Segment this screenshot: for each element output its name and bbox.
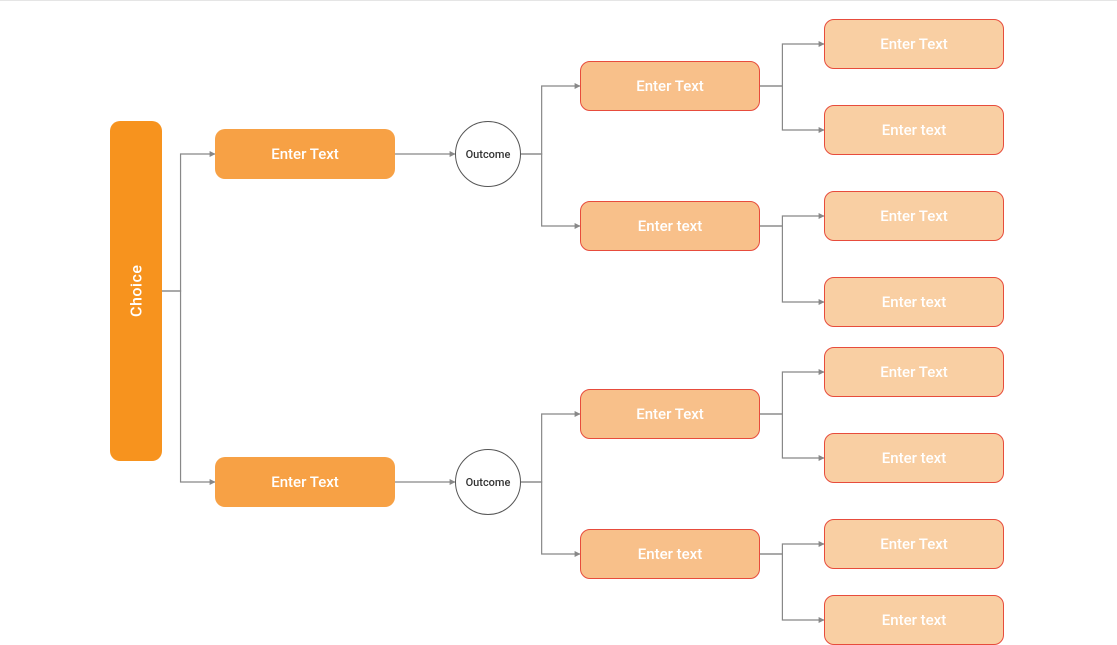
level3-node-b[interactable]: Enter text: [580, 201, 760, 251]
leaf-node-b[interactable]: Enter text: [824, 105, 1004, 155]
leaf-node-h[interactable]: Enter text: [824, 595, 1004, 645]
leaf-node-d[interactable]: Enter text: [824, 277, 1004, 327]
outcome-node-2[interactable]: Outcome: [455, 449, 521, 515]
leaf-node-g[interactable]: Enter Text: [824, 519, 1004, 569]
leaf-node-f[interactable]: Enter text: [824, 433, 1004, 483]
leaf-node-a[interactable]: Enter Text: [824, 19, 1004, 69]
level3-node-a[interactable]: Enter Text: [580, 61, 760, 111]
diagram-canvas[interactable]: Choice Enter Text Enter Text Outcome Out…: [0, 1, 1117, 644]
level1-node-a[interactable]: Enter Text: [215, 129, 395, 179]
level3-node-c[interactable]: Enter Text: [580, 389, 760, 439]
root-choice-node[interactable]: Choice: [110, 121, 162, 461]
outcome-node-1[interactable]: Outcome: [455, 121, 521, 187]
level3-node-d[interactable]: Enter text: [580, 529, 760, 579]
leaf-node-c[interactable]: Enter Text: [824, 191, 1004, 241]
leaf-node-e[interactable]: Enter Text: [824, 347, 1004, 397]
level1-node-b[interactable]: Enter Text: [215, 457, 395, 507]
